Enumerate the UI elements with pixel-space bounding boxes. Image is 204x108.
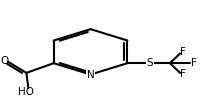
Text: N: N (87, 70, 94, 79)
Text: F: F (180, 47, 185, 57)
Text: F: F (180, 69, 185, 79)
Text: S: S (146, 58, 153, 68)
Text: F: F (191, 58, 197, 68)
Text: O: O (1, 56, 9, 66)
Text: HO: HO (18, 87, 34, 97)
